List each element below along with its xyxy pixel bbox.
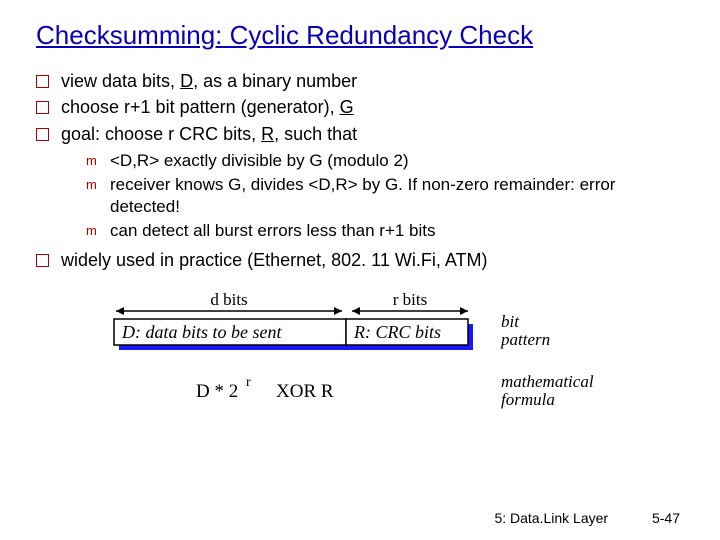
d-box-label: D: data bits to be sent (121, 322, 282, 342)
bullet-item: m <D,R> exactly divisible by G (modulo 2… (86, 150, 684, 172)
bullet-text: choose r+1 bit pattern (generator), G (61, 95, 354, 119)
slide: Checksumming: Cyclic Redundancy Check vi… (0, 0, 720, 540)
text: , such that (274, 124, 357, 144)
slide-footer: 5: Data.Link Layer 5-47 (494, 510, 680, 526)
bullet-text: receiver knows G, divides <D,R> by G. If… (110, 174, 684, 218)
r-bits-arrow: r bits (352, 290, 468, 315)
formula-d: D * 2 (196, 381, 238, 402)
diagram-svg: d bits r bits D: data bits to be sent R:… (106, 287, 626, 437)
d-bits-arrow: d bits (116, 290, 342, 315)
text: view data bits, (61, 71, 180, 91)
formula-xor: XOR R (276, 381, 334, 402)
square-bullet-icon (36, 128, 49, 141)
bullet-list-level1: widely used in practice (Ethernet, 802. … (36, 248, 684, 272)
title-text: Checksumming: Cyclic Redundancy Check (36, 20, 533, 50)
bullet-item: view data bits, D, as a binary number (36, 69, 684, 93)
footer-page: 5-47 (652, 510, 680, 526)
square-bullet-icon (36, 254, 49, 267)
bullet-item: m receiver knows G, divides <D,R> by G. … (86, 174, 684, 218)
formula-label-2: formula (501, 390, 555, 409)
bit-pattern-label-1: bit (501, 312, 520, 331)
crc-diagram: d bits r bits D: data bits to be sent R:… (106, 287, 684, 442)
m-bullet-icon: m (86, 153, 100, 170)
bullet-item: choose r+1 bit pattern (generator), G (36, 95, 684, 119)
r-bits-label: r bits (393, 290, 427, 309)
d-bits-label: d bits (210, 290, 247, 309)
formula-exp: r (246, 375, 251, 390)
bullet-item: widely used in practice (Ethernet, 802. … (36, 248, 684, 272)
bullet-text: view data bits, D, as a binary number (61, 69, 357, 93)
bullet-item: m can detect all burst errors less than … (86, 220, 684, 242)
formula-label-1: mathematical (501, 372, 594, 391)
text: , as a binary number (193, 71, 357, 91)
bit-pattern-label-2: pattern (500, 330, 550, 349)
bullet-text: <D,R> exactly divisible by G (modulo 2) (110, 150, 409, 172)
m-bullet-icon: m (86, 223, 100, 240)
square-bullet-icon (36, 101, 49, 114)
square-bullet-icon (36, 75, 49, 88)
underlined-var: R (261, 124, 274, 144)
r-box-label: R: CRC bits (353, 322, 441, 342)
bullet-text: goal: choose r CRC bits, R, such that (61, 122, 357, 146)
bullet-list-level2: m <D,R> exactly divisible by G (modulo 2… (86, 150, 684, 242)
bullet-text: can detect all burst errors less than r+… (110, 220, 436, 242)
footer-chapter: 5: Data.Link Layer (494, 510, 608, 526)
m-bullet-icon: m (86, 177, 100, 194)
text: goal: choose r CRC bits, (61, 124, 261, 144)
text: choose r+1 bit pattern (generator), (61, 97, 340, 117)
bullet-item: goal: choose r CRC bits, R, such that (36, 122, 684, 146)
slide-title: Checksumming: Cyclic Redundancy Check (36, 20, 684, 51)
bullet-list-level1: view data bits, D, as a binary number ch… (36, 69, 684, 146)
underlined-var: D (180, 71, 193, 91)
underlined-var: G (340, 97, 354, 117)
bullet-text: widely used in practice (Ethernet, 802. … (61, 248, 488, 272)
